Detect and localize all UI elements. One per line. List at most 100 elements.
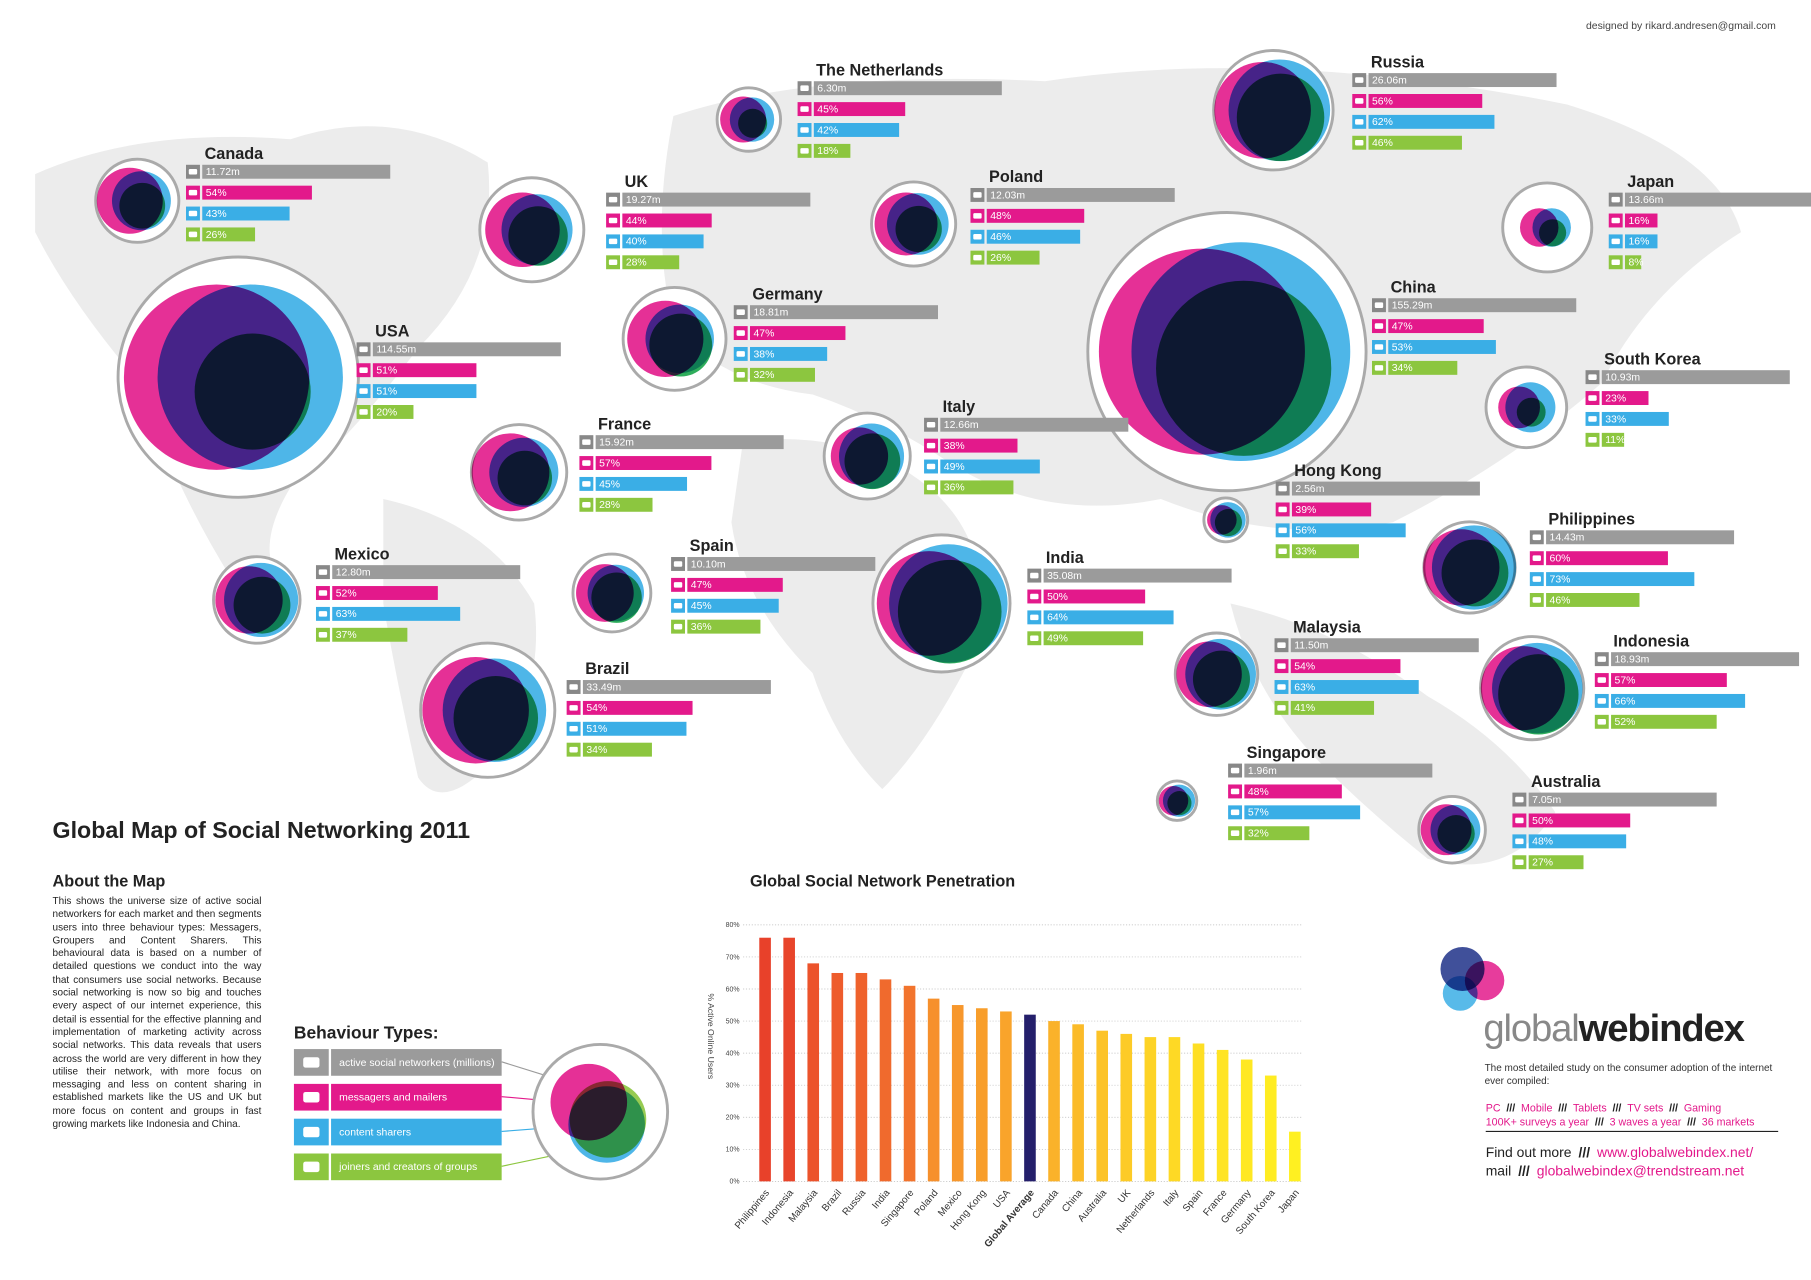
icon-glyph [569,705,578,711]
users-bar [595,435,784,450]
users-label: 7.05m [1532,795,1561,806]
legend-icon-glyph [303,1126,320,1138]
tagline: The most detailed study on the consumer … [1484,1061,1773,1087]
icon-glyph [188,210,198,217]
y-tick-label: 0% [729,1179,739,1186]
separator: /// [1558,1103,1567,1115]
groups-label: 28% [599,500,620,511]
icon-glyph [1611,196,1620,203]
groups-bar [1546,593,1640,607]
country: Poland 12.03m 48% 46% 26% [870,168,1175,268]
y-tick-label: 20% [726,1115,740,1122]
groups-label: 34% [1392,363,1413,374]
groups-label: 37% [336,630,357,641]
icon-glyph [1230,809,1240,816]
find-label: Find out more [1486,1144,1572,1160]
sharers-bar [622,234,704,249]
bar [879,979,892,1182]
icon-glyph [188,231,198,238]
country-name: Mexico [335,545,390,563]
users-bar [1624,192,1811,207]
separator: /// [1687,1117,1696,1129]
icon-glyph [1611,238,1620,245]
country-name: Spain [690,537,734,555]
icon-glyph [608,259,618,266]
bar [927,998,940,1182]
messagers-bar [595,456,712,470]
bar [1168,1037,1181,1182]
icon-glyph [1230,788,1240,795]
separator: /// [1595,1117,1604,1129]
icon-glyph [1515,796,1524,803]
legend-label: joiners and creators of groups [338,1162,477,1173]
messagers-label: 48% [990,211,1011,222]
groups-circle [844,433,901,490]
icon-glyph [1515,859,1524,866]
groups-circle [1214,508,1243,537]
sharers-bar [595,476,688,491]
users-bar [1368,73,1557,88]
icon-glyph [736,330,745,336]
sharers-label: 46% [990,232,1011,243]
groups-bar [1388,360,1458,375]
country: Brazil 33.49m 54% 51% 34% [419,641,771,779]
country-name: UK [625,173,649,191]
icon-glyph [1532,597,1541,603]
icon-glyph [582,460,591,466]
sharers-bar [813,123,900,137]
users-label: 11.72m [206,167,240,178]
users-label: 2.56m [1295,484,1324,495]
country-name: France [598,415,651,433]
groups-bar [1601,432,1625,447]
messagers-label: 50% [1047,592,1068,603]
sharers-label: 53% [1392,342,1413,353]
messagers-label: 60% [1550,554,1571,565]
icon-glyph [1277,642,1286,649]
groups-label: 36% [944,483,965,494]
mail-line: mail /// globalwebindex@trendstream.net [1486,1163,1745,1179]
messagers-label: 38% [944,441,965,452]
groups-bar [940,480,1014,495]
bar [1096,1030,1109,1182]
y-tick-label: 50% [726,1018,740,1025]
sharers-bar [332,606,461,621]
icon-glyph [359,346,368,353]
legend-icon-glyph [303,1092,320,1103]
messagers-label: 47% [1392,321,1413,332]
sharers-label: 56% [1295,526,1316,537]
users-label: 1.96m [1248,766,1277,777]
sharers-label: 62% [1372,117,1393,128]
country-name: Australia [1531,773,1601,791]
messagers-label: 54% [1294,661,1315,672]
users-bar [1244,763,1433,778]
messagers-bar [1611,673,1727,687]
mail-label: mail [1486,1163,1512,1179]
messagers-label: 57% [599,458,620,469]
icon-glyph [359,409,368,415]
country-name: Singapore [1247,744,1326,762]
icon-glyph [188,189,198,196]
users-label: 14.43m [1550,533,1585,544]
icon-glyph [1515,838,1524,845]
brand-item: 36 markets [1702,1117,1755,1129]
sharers-label: 48% [1532,837,1553,848]
icon-glyph [1230,767,1240,774]
users-label: 12.80m [336,567,371,578]
icon-glyph [318,611,328,617]
groups-label: 46% [1550,595,1571,606]
users-bar [749,305,938,320]
x-tick-label: Russia [841,1187,869,1218]
about-box: This shows the universe size of active s… [53,895,262,1129]
icon-glyph [188,168,198,175]
bar [1192,1043,1205,1182]
icon-glyph [582,502,591,508]
bar [1216,1049,1229,1182]
sharers-bar [1546,572,1695,587]
groups-circle [453,676,539,761]
x-tick-label: USA [991,1188,1013,1211]
country: Canada 11.72m 54% 43% 26% [94,145,391,244]
groups-bar [813,143,851,158]
country: Italy 12.66m 38% 49% 36% [822,398,1129,501]
icon-glyph [673,561,683,567]
icon-glyph [1532,534,1541,541]
